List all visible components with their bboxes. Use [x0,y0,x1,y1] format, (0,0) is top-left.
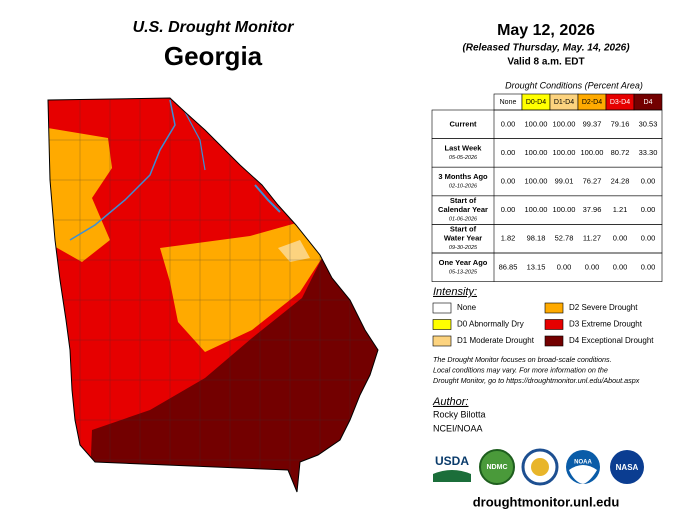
row-label: 3 Months Ago [438,172,488,181]
ndmc-logo [479,449,515,485]
table-value: 30.53 [639,119,658,128]
table-value: 76.27 [583,176,602,185]
legend: None D0 Abnormally Dry D1 Moderate Drought… [432,302,654,347]
note-line: Local conditions may vary. For more info… [433,365,608,374]
column-header: None [500,99,517,106]
legend-swatch [432,319,452,330]
note-line: Drought Monitor, go to https://droughtmo… [433,376,640,385]
legend-label: D4 Exceptional Drought [569,336,654,345]
legend-swatch [544,319,564,330]
table-value: 0.00 [641,205,656,214]
legend-swatch [544,335,564,347]
column-header: D4 [644,99,653,106]
row-date: 05-13-2025 [449,269,478,275]
legend-label: D3 Extreme Drought [569,320,643,329]
georgia-map [48,98,378,492]
table-value: 100.00 [525,176,548,185]
table-value: 100.00 [553,148,576,157]
row-label: Start of [450,225,477,234]
row-label: Current [449,119,477,128]
row-date: 02-10-2026 [449,183,478,189]
table-value: 100.00 [525,148,548,157]
table-value: 0.00 [613,262,628,271]
column-header: D1-D4 [554,99,574,106]
state-title: Georgia [164,41,263,71]
logo-text: NOAA [574,460,592,466]
row-date: 09-30-2025 [449,245,478,251]
table-value: 24.28 [611,176,630,185]
table-value: 37.96 [583,205,602,214]
table-caption: Drought Conditions (Percent Area) [505,80,643,90]
logo-text: NDMC [487,464,508,471]
logos: USDA NDMC NOAA NASA [433,448,644,486]
legend-label: D2 Severe Drought [569,303,638,312]
legend-label: D0 Abnormally Dry [457,320,524,329]
table-value: 86.85 [499,262,518,271]
table-value: 100.00 [553,205,576,214]
table-value: 100.00 [581,148,604,157]
table-value: 99.01 [555,176,574,185]
row-label: One Year Ago [439,258,488,267]
column-header: D3-D4 [610,99,630,106]
table-value: 11.27 [583,234,601,243]
site-url: droughtmonitor.unl.edu [473,494,620,509]
row-label: Start of [450,196,477,205]
table-value: 52.78 [555,234,574,243]
table-value: 100.00 [525,205,548,214]
row-date: 05-05-2026 [449,155,478,161]
row [431,252,663,282]
table-value: 13.15 [527,262,546,271]
table-value: 0.00 [641,262,656,271]
table-value: 100.00 [525,119,548,128]
table-value: 0.00 [501,119,516,128]
legend-label: None [457,303,477,312]
nasa-logo [610,450,644,484]
author-org: NCEI/NOAA [433,423,483,433]
logo-text: USDA [435,454,469,468]
legend-swatch [432,302,452,314]
table-value: 1.82 [501,234,516,243]
logo-text: NASA [616,463,639,472]
row-label: Water Year [444,234,482,243]
release-date: (Released Thursday, May. 14, 2026) [462,43,630,54]
valid-time: Valid 8 a.m. EDT [507,57,584,68]
column-header: D2-D4 [582,99,602,106]
table-value: 79.16 [611,119,630,128]
table-value: 0.00 [613,234,628,243]
map-date: May 12, 2026 [497,22,595,39]
note-line: The Drought Monitor focuses on broad-sca… [433,355,612,364]
table-value: 0.00 [557,262,572,271]
author-name: Rocky Bilotta [433,409,486,419]
row-label: Calendar Year [438,205,488,214]
table-value: 99.37 [583,119,602,128]
table-value: 0.00 [501,176,516,185]
table-value: 0.00 [585,262,600,271]
author-title: Author: [432,396,468,408]
table-value: 98.18 [527,234,546,243]
row-label: Last Week [445,143,483,152]
legend-label: D1 Moderate Drought [457,336,535,345]
conditions-table: None D0-D4 D1-D4 D2-D4 D3-D4 D4 Current 0.00 100… [431,93,663,282]
column-header: D0-D4 [526,99,546,106]
table-value: 0.00 [501,148,516,157]
table-value: 100.00 [553,119,576,128]
state-outline [47,97,379,493]
program-title: U.S. Drought Monitor [133,19,295,36]
table-value: 33.30 [639,148,658,157]
legend-swatch [432,335,452,347]
legend-title: Intensity: [433,286,477,298]
legend-swatch [544,302,564,314]
table-value: 0.00 [641,234,656,243]
table-value: 0.00 [641,176,656,185]
table-value: 0.00 [501,205,516,214]
table-value: 80.72 [611,148,630,157]
table-value: 1.21 [613,205,628,214]
note: The Drought Monitor focuses on broad-sca… [433,355,640,385]
row-date: 01-06-2026 [449,217,478,223]
